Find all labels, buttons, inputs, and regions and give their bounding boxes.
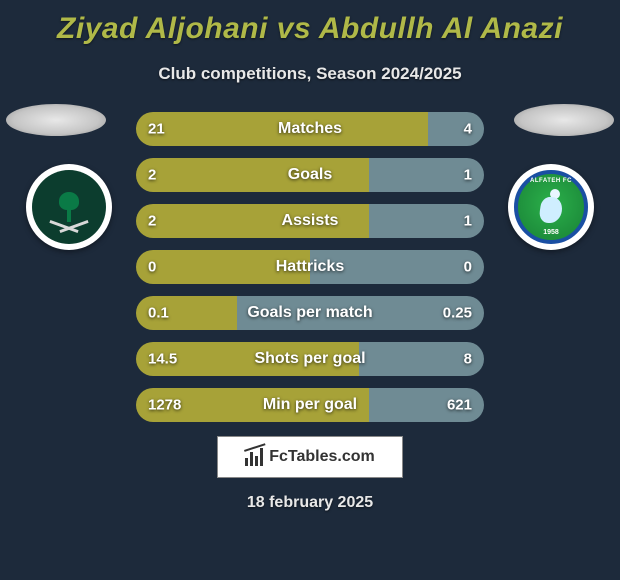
stat-value-left: 2 xyxy=(148,167,156,184)
chart-icon xyxy=(245,448,263,466)
stat-value-right: 0.25 xyxy=(443,305,472,322)
silhouette-shape xyxy=(6,104,106,136)
stat-label: Goals xyxy=(288,166,332,184)
stat-value-left: 2 xyxy=(148,213,156,230)
stat-value-right: 1 xyxy=(464,167,472,184)
stat-value-left: 0.1 xyxy=(148,305,169,322)
stat-value-left: 1278 xyxy=(148,397,181,414)
stat-value-left: 14.5 xyxy=(148,351,177,368)
crossed-swords-icon xyxy=(49,220,89,234)
date-text: 18 february 2025 xyxy=(247,494,373,512)
main-area: ALFATEH FC 1958 214Matches21Goals21Assis… xyxy=(0,84,620,580)
club-logo-right-year: 1958 xyxy=(543,229,559,236)
stat-row: 0.1 0.25 Goals per match xyxy=(136,296,484,330)
runner-icon xyxy=(536,187,566,227)
club-logo-right-text: ALFATEH FC xyxy=(530,178,572,184)
stat-label: Matches xyxy=(278,120,342,138)
club-logo-left xyxy=(26,164,112,250)
silhouette-shape xyxy=(514,104,614,136)
page-subtitle: Club competitions, Season 2024/2025 xyxy=(158,64,461,84)
stat-value-right: 621 xyxy=(447,397,472,414)
stat-value-right: 0 xyxy=(464,259,472,276)
watermark: FcTables.com xyxy=(217,436,403,478)
stat-label: Min per goal xyxy=(263,396,357,414)
stat-row: 1278 621 Min per goal xyxy=(136,388,484,422)
palm-tree-icon xyxy=(57,192,81,222)
stat-value-left: 0 xyxy=(148,259,156,276)
stat-value-right: 8 xyxy=(464,351,472,368)
stats-list: 214Matches21Goals21Assists00Hattricks0.1… xyxy=(136,112,484,422)
stat-label: Assists xyxy=(282,212,339,230)
stat-value-right: 4 xyxy=(464,121,472,138)
player-silhouette-left xyxy=(0,84,120,144)
stat-value-left: 21 xyxy=(148,121,165,138)
stat-label: Shots per goal xyxy=(254,350,365,368)
stat-row: 2 1 Goals xyxy=(136,158,484,192)
stat-row: 21 4 Matches xyxy=(136,112,484,146)
stat-value-right: 1 xyxy=(464,213,472,230)
club-logo-right-inner: ALFATEH FC 1958 xyxy=(514,170,588,244)
page-title: Ziyad Aljohani vs Abdullh Al Anazi xyxy=(57,12,563,46)
comparison-card: Ziyad Aljohani vs Abdullh Al Anazi Club … xyxy=(0,0,620,580)
stat-label: Hattricks xyxy=(276,258,344,276)
player-silhouette-right xyxy=(500,84,620,144)
stat-label: Goals per match xyxy=(247,304,372,322)
club-logo-left-inner xyxy=(32,170,106,244)
stat-bar-right xyxy=(428,112,484,146)
stat-bar-left xyxy=(136,158,369,192)
stat-row: 2 1 Assists xyxy=(136,204,484,238)
club-logo-right: ALFATEH FC 1958 xyxy=(508,164,594,250)
watermark-text: FcTables.com xyxy=(269,448,375,466)
stat-row: 0 0 Hattricks xyxy=(136,250,484,284)
stat-row: 14.5 8 Shots per goal xyxy=(136,342,484,376)
